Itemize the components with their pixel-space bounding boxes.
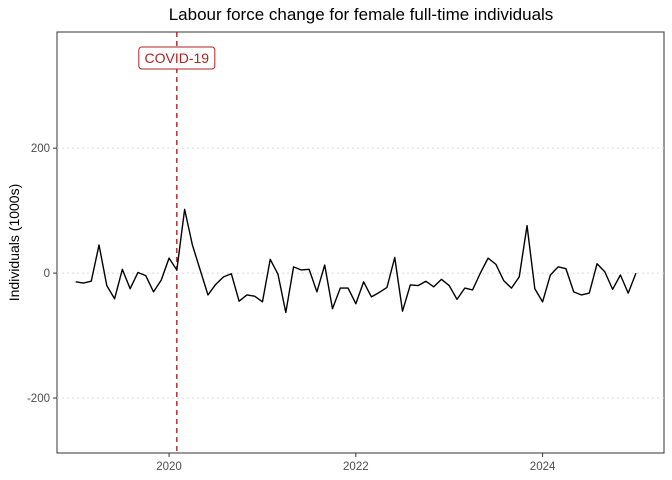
chart-title: Labour force change for female full-time… — [169, 5, 554, 24]
covid-annotation-label: COVID-19 — [145, 50, 210, 66]
x-tick-label: 2020 — [156, 461, 182, 473]
axis-ticks — [53, 147, 544, 457]
series-line — [75, 208, 637, 314]
grid-lines — [57, 147, 664, 399]
covid-annotation: COVID-19 — [138, 46, 216, 70]
y-axis-label: Individuals (1000s) — [6, 184, 22, 302]
y-tick-label: -200 — [27, 393, 50, 405]
y-tick-label: 0 — [44, 268, 50, 280]
plot-panel — [56, 31, 665, 454]
x-tick-label: 2022 — [343, 461, 369, 473]
covid-annotation-box — [138, 46, 216, 70]
x-tick-label: 2024 — [530, 461, 556, 473]
y-tick-label: 200 — [31, 143, 50, 155]
axis-tick-labels: -200 0 200 2020 2022 2024 — [27, 143, 556, 473]
